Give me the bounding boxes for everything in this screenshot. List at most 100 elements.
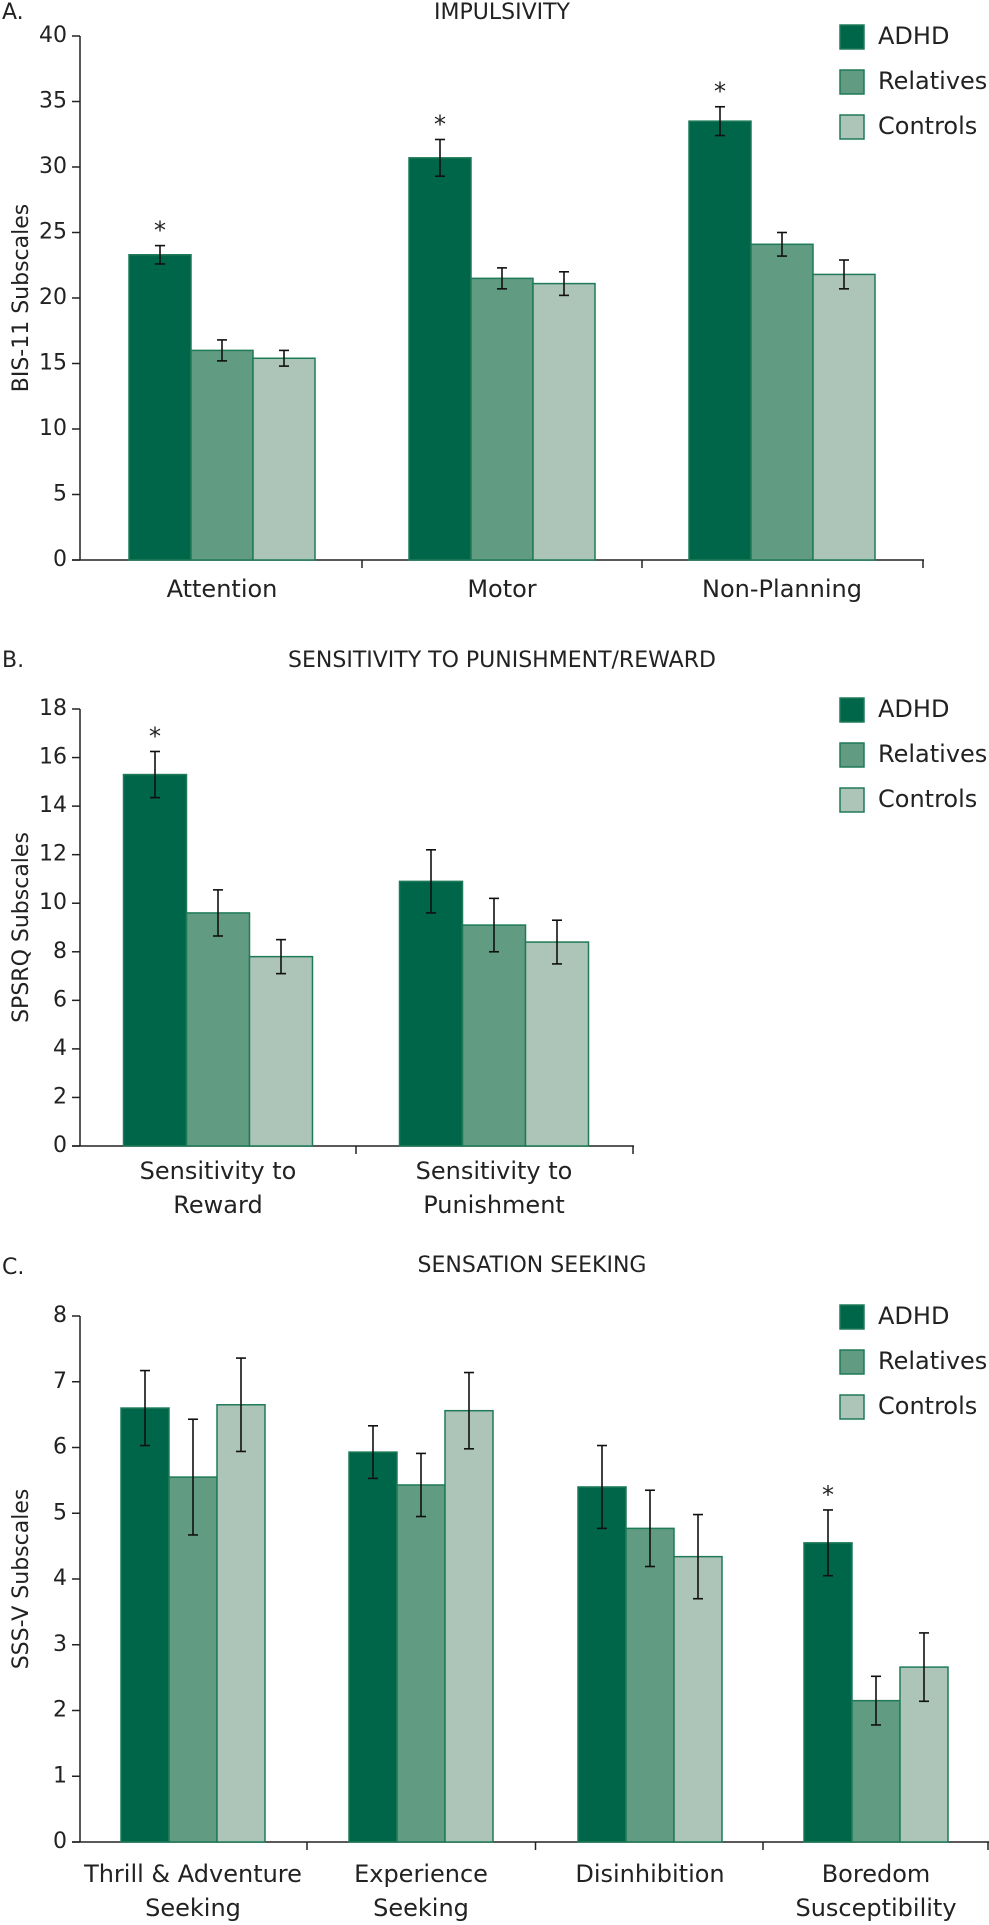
x-category-label: Seeking bbox=[145, 1894, 241, 1922]
legend-label: Relatives bbox=[878, 67, 987, 95]
bar-relatives bbox=[396, 1484, 446, 1843]
bar-relatives bbox=[185, 912, 251, 1147]
x-category-label: Sensitivity to bbox=[416, 1157, 573, 1185]
bar-controls bbox=[248, 955, 314, 1147]
y-tick-label: 35 bbox=[39, 89, 67, 114]
y-tick-label: 8 bbox=[53, 939, 67, 964]
legend-label: Controls bbox=[878, 1392, 977, 1420]
y-tick-label: 2 bbox=[53, 1698, 67, 1723]
y-tick-label: 3 bbox=[53, 1632, 67, 1657]
y-tick-label: 2 bbox=[53, 1084, 67, 1109]
legend-swatch-controls bbox=[839, 787, 865, 813]
legend-swatch-controls bbox=[839, 114, 865, 140]
significance-star: * bbox=[714, 78, 726, 106]
y-tick-label: 40 bbox=[39, 23, 67, 48]
y-tick-label: 4 bbox=[53, 1566, 67, 1591]
x-category-label: Non-Planning bbox=[702, 575, 862, 603]
legend-label: Controls bbox=[878, 785, 977, 813]
legend-label: ADHD bbox=[878, 1302, 949, 1330]
y-tick-label: 10 bbox=[39, 890, 67, 915]
chart-panel-2: B. SENSITIVITY TO PUNISHMENT/REWARD SPSRQ … bbox=[2, 648, 987, 1219]
legend-swatch-relatives bbox=[839, 742, 865, 768]
y-axis-label: SSS-V Subscales bbox=[9, 1489, 34, 1670]
y-tick-label: 8 bbox=[53, 1303, 67, 1328]
x-category-label: Reward bbox=[173, 1191, 262, 1219]
y-tick-label: 25 bbox=[39, 220, 67, 245]
bar-controls bbox=[252, 357, 316, 561]
x-category-label: Sensitivity to bbox=[140, 1157, 297, 1185]
x-category-label: Thrill & Adventure bbox=[83, 1860, 302, 1888]
legend-label: Relatives bbox=[878, 740, 987, 768]
bar-adhd bbox=[122, 773, 188, 1147]
panel-letter: C. bbox=[2, 1255, 24, 1280]
x-category-label: Boredom bbox=[822, 1860, 931, 1888]
bar-adhd bbox=[120, 1407, 170, 1843]
chart-title: SENSATION SEEKING bbox=[418, 1253, 647, 1278]
y-tick-label: 10 bbox=[39, 416, 67, 441]
bar-adhd bbox=[398, 880, 464, 1147]
y-tick-label: 6 bbox=[53, 1435, 67, 1460]
legend-swatch-adhd bbox=[839, 1304, 865, 1330]
y-tick-label: 4 bbox=[53, 1036, 67, 1061]
bar-relatives bbox=[750, 243, 814, 561]
bar-controls bbox=[524, 941, 590, 1147]
y-tick-label: 20 bbox=[39, 285, 67, 310]
bar-controls bbox=[532, 282, 596, 561]
y-tick-label: 7 bbox=[53, 1369, 67, 1394]
y-tick-label: 0 bbox=[53, 1829, 67, 1854]
y-tick-label: 18 bbox=[39, 696, 67, 721]
bar-relatives bbox=[625, 1527, 675, 1843]
significance-star: * bbox=[434, 110, 446, 138]
bar-adhd bbox=[408, 157, 472, 561]
y-axis-label: SPSRQ Subscales bbox=[9, 832, 34, 1023]
y-tick-label: 14 bbox=[39, 793, 67, 818]
significance-star: * bbox=[822, 1481, 834, 1509]
x-category-label: Experience bbox=[354, 1860, 488, 1888]
chart-title: IMPULSIVITY bbox=[434, 0, 571, 25]
y-tick-label: 15 bbox=[39, 351, 67, 376]
legend-swatch-adhd bbox=[839, 24, 865, 50]
bar-adhd bbox=[577, 1486, 627, 1843]
y-tick-label: 1 bbox=[53, 1763, 67, 1788]
y-tick-label: 6 bbox=[53, 987, 67, 1012]
legend-label: ADHD bbox=[878, 695, 949, 723]
legend-swatch-controls bbox=[839, 1394, 865, 1420]
x-category-label: Disinhibition bbox=[575, 1860, 724, 1888]
bar-adhd bbox=[803, 1542, 853, 1843]
y-tick-label: 30 bbox=[39, 154, 67, 179]
x-category-label: Seeking bbox=[373, 1894, 469, 1922]
bar-controls bbox=[216, 1404, 266, 1843]
legend-label: Controls bbox=[878, 112, 977, 140]
panel-letter: B. bbox=[2, 648, 24, 673]
bar-relatives bbox=[168, 1476, 218, 1843]
legend-label: Relatives bbox=[878, 1347, 987, 1375]
x-category-label: Susceptibility bbox=[795, 1894, 956, 1922]
bar-relatives bbox=[461, 924, 527, 1147]
x-category-label: Attention bbox=[167, 575, 278, 603]
bar-adhd bbox=[688, 120, 752, 561]
panel-letter: A. bbox=[2, 0, 24, 25]
bar-adhd bbox=[348, 1451, 398, 1843]
chart-panel-3: C. SENSATION SEEKING SSS-V Subscales 0 1 2 3 4 5… bbox=[2, 1253, 989, 1922]
y-tick-label: 12 bbox=[39, 842, 67, 867]
legend-label: ADHD bbox=[878, 22, 949, 50]
bar-controls bbox=[812, 273, 876, 561]
chart-panel-1: A. IMPULSIVITY BIS-11 Subscales 0 5 10 15 20 25 3… bbox=[2, 0, 987, 603]
significance-star: * bbox=[149, 722, 161, 750]
x-category-label: Punishment bbox=[423, 1191, 565, 1219]
y-tick-label: 5 bbox=[53, 1500, 67, 1525]
bar-relatives bbox=[190, 349, 254, 561]
bar-controls bbox=[444, 1409, 494, 1843]
y-axis-label: BIS-11 Subscales bbox=[9, 204, 34, 393]
legend-swatch-relatives bbox=[839, 1349, 865, 1375]
legend-swatch-relatives bbox=[839, 69, 865, 95]
bar-relatives bbox=[470, 277, 534, 561]
bar-controls bbox=[673, 1555, 723, 1843]
x-category-label: Motor bbox=[467, 575, 536, 603]
y-tick-label: 0 bbox=[53, 1133, 67, 1158]
y-tick-label: 16 bbox=[39, 745, 67, 770]
y-tick-label: 5 bbox=[53, 482, 67, 507]
y-tick-label: 0 bbox=[53, 547, 67, 572]
significance-star: * bbox=[154, 217, 166, 245]
